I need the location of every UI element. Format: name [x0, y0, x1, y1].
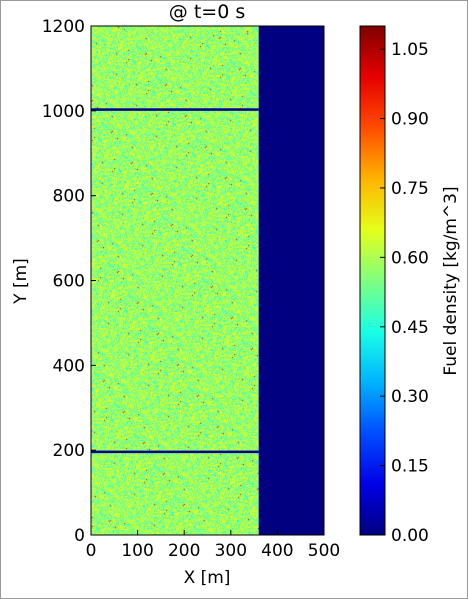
firebreak-region-2: [91, 108, 259, 111]
y-tick-label: 800: [53, 187, 85, 207]
y-tick-label: 1200: [42, 17, 85, 37]
y-axis-label: Y [m]: [11, 258, 31, 305]
firebreak-region-3: [91, 450, 259, 454]
colorbar-ticks: 0.00 0.15 0.30 0.45 0.60 0.75 0.90 1.05: [380, 40, 429, 546]
y-tick-label: 1000: [42, 102, 85, 122]
x-tick-label: 400: [261, 541, 293, 561]
chart-title: @ t=0 s: [169, 1, 245, 23]
colorbar-tick-label: 0.30: [391, 387, 429, 407]
colorbar-tick-label: 1.05: [391, 40, 429, 60]
colorbar-tick-label: 0.75: [391, 179, 429, 199]
x-tick-label: 500: [308, 541, 340, 561]
colorbar-label: Fuel density [kg/m^3]: [441, 186, 461, 375]
colorbar-tick-label: 0.90: [391, 110, 429, 130]
x-tick-label: 300: [215, 541, 247, 561]
colorbar-gradient: [359, 25, 386, 536]
y-tick-label: 400: [53, 356, 85, 376]
x-axis-label: X [m]: [184, 568, 231, 588]
colorbar-tick-label: 0.00: [391, 526, 429, 546]
y-tick-label: 200: [53, 441, 85, 461]
no-fuel-region-1: [258, 26, 324, 535]
x-tick-label: 0: [86, 541, 97, 561]
colorbar-tick-label: 0.45: [391, 318, 429, 338]
y-tick-label: 0: [74, 526, 85, 546]
colorbar: 0.00 0.15 0.30 0.45 0.60 0.75 0.90 1.05 Fuel de…: [359, 25, 461, 546]
x-axis-ticks: 0 100 200 300 400 500: [86, 530, 340, 561]
plot-area: [90, 25, 325, 536]
y-axis-ticks: 0 200 400 600 800 1000 1200: [42, 17, 96, 546]
colorbar-tick-label: 0.15: [391, 457, 429, 477]
x-tick-label: 200: [168, 541, 200, 561]
y-tick-label: 600: [53, 272, 85, 292]
colorbar-tick-label: 0.60: [391, 248, 429, 268]
region-overlays: [91, 26, 324, 535]
x-tick-label: 100: [121, 541, 153, 561]
